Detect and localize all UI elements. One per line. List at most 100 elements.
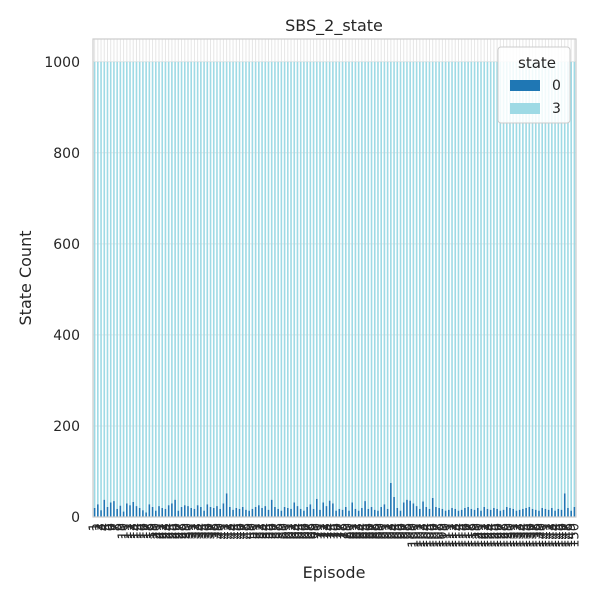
bar-state-0-episode-71 [319,509,321,517]
x-tick-label: 95 [390,523,405,540]
bar-state-3-episode-54 [264,61,267,507]
bar-state-0-episode-77 [338,508,341,517]
bar-state-3-episode-98 [406,61,408,500]
bar-state-0-episode-120 [476,507,479,517]
bar-state-0-episode-37 [209,506,212,517]
bar-state-3-episode-60 [283,61,286,507]
bar-state-0-episode-10 [122,511,125,517]
bar-state-3-episode-30 [187,61,189,507]
x-tick-label: 135 [519,523,534,548]
bar-state-3-episode-45 [235,61,238,508]
bar-state-3-episode-104 [425,61,428,507]
bar-state-3-episode-42 [225,61,228,494]
x-tick-label: 43 [223,523,238,540]
bar-state-3-episode-28 [180,61,183,507]
x-tick-label: 45 [229,523,244,540]
bar-state-3-episode-147 [563,61,566,494]
bar-state-3-episode-5 [106,61,109,507]
x-tick-label: 38 [207,523,222,540]
bar-state-0-episode-69 [312,508,315,517]
x-tick-label: 107 [429,523,444,548]
bar-state-0-episode-104 [425,506,428,517]
bar-state-0-episode-96 [399,510,402,517]
bars [93,61,576,517]
x-tick-label: 84 [355,523,370,540]
bar-state-3-episode-113 [454,61,457,509]
bar-state-0-episode-42 [225,493,228,517]
bar-state-3-episode-2 [97,61,99,505]
bar-state-0-episode-49 [248,510,250,517]
bar-state-3-episode-143 [551,61,553,508]
x-tick-label: 73 [319,523,334,540]
x-tick-label: 101 [410,523,425,548]
bar-state-0-episode-139 [538,510,540,517]
bar-state-0-episode-146 [560,509,563,517]
x-tick-label: 67 [300,523,315,540]
bar-state-3-episode-124 [489,61,492,510]
bar-state-3-episode-17 [145,61,147,513]
x-tick-label: 61 [281,523,296,540]
bar-state-3-episode-57 [274,61,276,507]
x-tick-label: 71 [313,523,328,540]
x-tick-label: 12 [123,523,138,540]
bar-state-0-episode-134 [522,508,524,517]
bar-state-3-episode-109 [441,61,444,509]
x-tick-label: 16 [136,523,151,540]
x-tick-label: 68 [303,523,318,540]
bar-state-0-episode-93 [390,482,392,517]
bar-state-3-episode-58 [277,61,279,509]
x-tick-label: 134 [516,523,531,548]
bar-state-3-episode-12 [129,61,131,506]
x-tick-label: 124 [484,523,499,548]
bar-state-0-episode-94 [393,496,395,517]
bar-state-0-episode-74 [328,500,331,517]
bar-state-0-episode-50 [251,508,254,517]
bar-state-0-episode-26 [174,499,176,517]
x-tick-label: 44 [226,523,241,540]
x-tick-label: 62 [284,523,299,540]
bar-state-0-episode-130 [509,507,511,517]
bar-state-3-episode-101 [415,61,418,507]
bar-state-3-episode-35 [203,61,205,511]
x-tick-label: 30 [181,523,196,540]
x-tick-label: 74 [323,523,338,540]
bar-state-3-episode-115 [460,61,463,510]
bar-state-3-episode-136 [528,61,531,507]
bar-state-3-episode-107 [435,61,437,507]
x-tick-label: 57 [268,523,283,540]
x-tick-label: 1 [88,523,103,531]
x-tick-label: 113 [448,523,463,548]
bar-state-0-episode-117 [467,506,469,517]
bar-state-0-episode-53 [261,507,263,517]
x-tick-label: 53 [255,523,270,540]
bar-state-3-episode-137 [531,61,534,509]
bar-state-0-episode-28 [180,506,183,517]
x-tick-label: 128 [497,523,512,548]
bar-state-3-episode-119 [473,61,476,510]
bar-state-3-episode-138 [534,61,537,510]
bar-state-3-episode-122 [483,61,486,507]
bar-state-3-episode-78 [341,61,344,510]
x-tick-label: 90 [374,523,389,540]
bar-state-0-episode-97 [402,502,405,517]
bar-state-0-episode-55 [267,509,270,517]
bar-state-0-episode-8 [116,508,118,517]
bar-state-3-episode-91 [383,61,386,505]
x-tick-label: 37 [204,523,219,540]
chart-title: SBS_2_state [285,16,383,36]
x-tick-label: 136 [522,523,537,548]
x-tick-label: 49 [242,523,257,540]
bar-state-3-episode-1 [93,61,96,508]
bar-state-3-episode-139 [538,61,540,511]
bar-state-3-episode-82 [354,61,357,509]
bar-state-3-episode-19 [151,61,154,507]
x-tick-label: 13 [126,523,141,540]
bar-state-0-episode-21 [158,506,160,517]
bar-state-3-episode-140 [541,61,543,508]
bar-state-3-episode-36 [206,61,209,505]
bar-state-0-episode-102 [419,508,421,517]
bar-state-3-episode-126 [496,61,498,509]
bar-state-3-episode-62 [290,61,292,509]
bar-state-3-episode-49 [248,61,250,511]
bar-state-0-episode-29 [183,505,186,517]
